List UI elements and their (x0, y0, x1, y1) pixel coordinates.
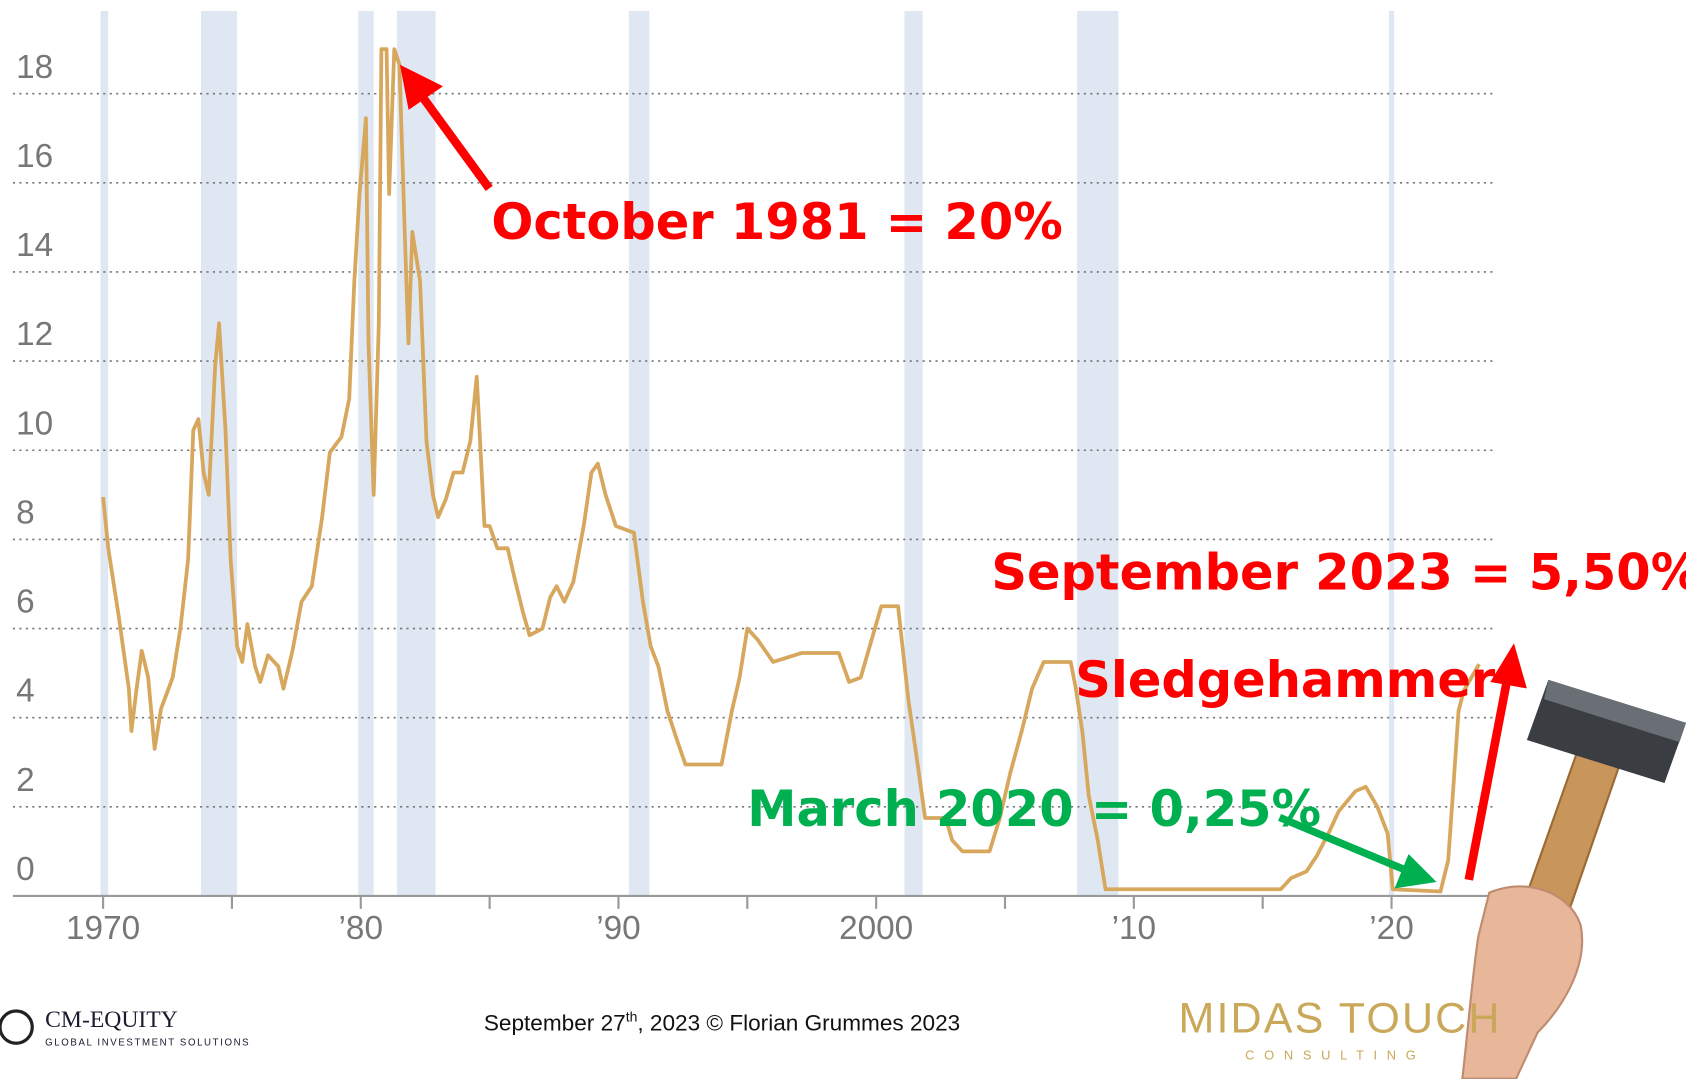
series-line (103, 49, 1479, 891)
y-tick-label: 18 (16, 49, 53, 86)
logo-text: CM-EQUITY (45, 1007, 178, 1033)
annotation: October 1981 = 20% (491, 193, 1062, 251)
logo-mark (0, 1011, 32, 1043)
annotation: September 2023 = 5,50% (991, 543, 1686, 601)
recession-band (101, 11, 109, 896)
x-tick-label: ’10 (1112, 910, 1156, 947)
footer-sup: th (626, 1009, 638, 1025)
x-tick-label: 1970 (66, 910, 140, 947)
y-tick-label: 8 (16, 494, 35, 531)
y-tick-label: 16 (16, 138, 53, 175)
recession-bands (101, 11, 1395, 896)
arrows (400, 65, 1527, 889)
x-tick-label: 2000 (839, 910, 913, 947)
y-tick-label: 14 (16, 227, 53, 264)
y-tick-label: 12 (16, 316, 53, 353)
y-tick-label: 4 (16, 673, 35, 710)
footer: CM-EQUITY GLOBAL INVESTMENT SOLUTIONS Se… (0, 995, 1502, 1063)
recession-band (1077, 11, 1118, 896)
footer-text: September 27th, 2023 © Florian Grummes 2… (484, 1009, 960, 1036)
page: {"chart_data": {"type": "line", "xlim": … (0, 0, 1686, 1079)
recession-band (201, 11, 237, 896)
chart: 0 2 4 6 8 10 12 14 16 18 1970 ’80 ’90 2000 ’10 ’20 Octo… (0, 0, 1686, 1079)
plot (103, 49, 1479, 891)
arrow-head (1490, 643, 1527, 688)
recession-band (905, 11, 923, 896)
annotation: Sledgehammer (1075, 651, 1496, 709)
recession-band (1389, 11, 1394, 896)
annotation: March 2020 = 0,25% (747, 780, 1321, 838)
y-tick-label: 2 (16, 762, 35, 799)
footer-rest: , 2023 © Florian Grummes 2023 (637, 1010, 960, 1035)
x-tick-label: ’80 (339, 910, 383, 947)
logo-subtext: CONSULTING (1245, 1047, 1425, 1062)
x-tick-label: ’90 (596, 910, 640, 947)
logo-subtext: GLOBAL INVESTMENT SOLUTIONS (45, 1037, 250, 1048)
y-tick-label: 0 (16, 851, 35, 888)
x-tick-label: ’20 (1369, 910, 1413, 947)
logo-text: MIDAS TOUCH (1178, 995, 1501, 1043)
y-tick-label: 10 (16, 405, 53, 442)
y-tick-label: 6 (16, 584, 35, 621)
recession-band (629, 11, 650, 896)
footer-date: September 27 (484, 1010, 626, 1035)
